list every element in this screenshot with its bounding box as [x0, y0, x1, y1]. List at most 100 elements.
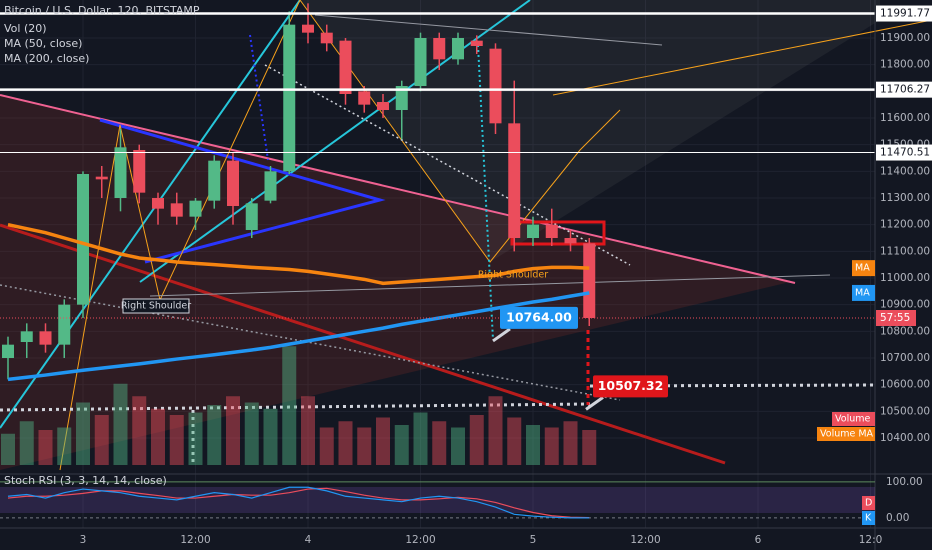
x-tick-label: 4	[305, 534, 312, 546]
volume-bar	[19, 421, 34, 465]
trendline	[0, 94, 796, 284]
volume-bar	[301, 396, 315, 465]
candle-body	[583, 243, 596, 318]
candle-body	[283, 24, 296, 172]
ma-label: MA	[855, 287, 870, 298]
candle-body	[208, 160, 221, 201]
trendline	[0, 0, 301, 429]
candle-body	[264, 171, 277, 201]
volume-bar	[188, 412, 203, 465]
stoch-layer	[0, 481, 875, 519]
stoch-tag	[862, 511, 875, 525]
candle-body	[20, 331, 33, 342]
y-tick-label: 10700.00	[880, 352, 930, 364]
trendline	[314, 14, 663, 46]
candle-body	[95, 176, 108, 180]
volume-bar	[38, 430, 53, 465]
volume-bar	[544, 427, 559, 465]
trendline	[0, 223, 726, 465]
countdown-tag	[876, 310, 916, 326]
x-tick-label: 12:0	[859, 534, 883, 546]
y-tick-label: 11000.00	[880, 272, 930, 284]
x-tick-label: 12:00	[630, 534, 660, 546]
volume-bar	[226, 396, 240, 465]
volume-bar	[94, 415, 109, 465]
volume-bar	[338, 421, 353, 465]
volume-bar	[169, 415, 184, 465]
candle-body	[545, 224, 558, 238]
stoch-tick-label: 100.00	[886, 476, 923, 488]
callout-label: 10764.00	[506, 309, 572, 324]
volume-bar	[207, 405, 222, 465]
ma-tag	[852, 260, 875, 277]
trendline	[552, 19, 932, 96]
y-tick-label: 11200.00	[880, 219, 930, 231]
y-tick-label: 10800.00	[880, 325, 930, 337]
x-tick-label: 5	[530, 534, 537, 546]
candle-body	[414, 38, 427, 86]
y-tick-label: 11900.00	[880, 32, 930, 44]
line-series	[7, 486, 590, 519]
indicator-legend: MA (200, close)	[4, 52, 89, 65]
y-tick-label: 11400.00	[880, 165, 930, 177]
volume-bar	[394, 425, 409, 465]
level-tag	[876, 144, 932, 161]
callout-pointer	[492, 327, 511, 343]
volume-tag	[817, 427, 875, 441]
candle-body	[508, 123, 521, 238]
volume-bar	[1, 433, 15, 465]
volume-bar	[488, 396, 503, 465]
volume-legend: Volume MA	[820, 429, 874, 440]
volume-bar	[76, 402, 90, 465]
candle-body	[489, 48, 502, 124]
trendline	[589, 383, 876, 388]
candle-body	[58, 304, 71, 345]
trendline	[99, 118, 386, 264]
candle-body	[452, 38, 464, 60]
ma-tag	[852, 284, 875, 301]
stoch-tick-label: 0.00	[886, 512, 909, 524]
volume-bar	[132, 396, 147, 465]
callout-pointer	[585, 396, 604, 411]
volume-bar	[113, 383, 128, 465]
candle-body	[395, 86, 408, 110]
candle-body	[2, 344, 14, 358]
candle-body	[564, 238, 577, 244]
volume-bar	[451, 427, 465, 465]
axis-layer: 10400.00 10500.00 10600.00 10700.00 10800.00…	[80, 5, 932, 546]
candle-body	[302, 24, 314, 33]
candle-body	[470, 40, 483, 46]
volume-bar	[563, 421, 578, 465]
annotation: Right Shoulder	[121, 301, 191, 312]
volume-bar	[263, 408, 278, 465]
candle-body	[245, 203, 258, 230]
x-tick-label: 12:00	[405, 534, 435, 546]
trendline	[264, 64, 631, 266]
volume-bar	[507, 417, 522, 465]
line-series	[7, 222, 590, 286]
volume-bar	[151, 408, 165, 465]
y-tick-label: 10500.00	[880, 405, 930, 417]
candle-body	[189, 200, 202, 217]
stoch-legend: K	[865, 513, 872, 524]
candle-body	[77, 174, 89, 305]
volume-layer	[1, 346, 597, 465]
volume-bar	[357, 427, 372, 465]
candle-body	[152, 198, 164, 209]
line-series	[7, 291, 590, 382]
y-tick-label: 10900.00	[880, 299, 930, 311]
candle-body	[133, 150, 146, 193]
level-label: 11706.27	[880, 84, 930, 96]
candle-body	[377, 102, 389, 110]
volume-bar	[469, 415, 484, 465]
indicator-legend: Vol (20)	[4, 22, 47, 35]
candle-body	[39, 331, 52, 345]
candle-body	[227, 160, 239, 206]
y-tick-label: 11600.00	[880, 112, 930, 124]
y-tick-label: 11100.00	[880, 245, 930, 257]
y-tick-label: 10400.00	[880, 432, 930, 444]
x-tick-label: 12:00	[180, 534, 210, 546]
annotation-box	[122, 298, 190, 314]
volume-bar	[244, 402, 259, 465]
